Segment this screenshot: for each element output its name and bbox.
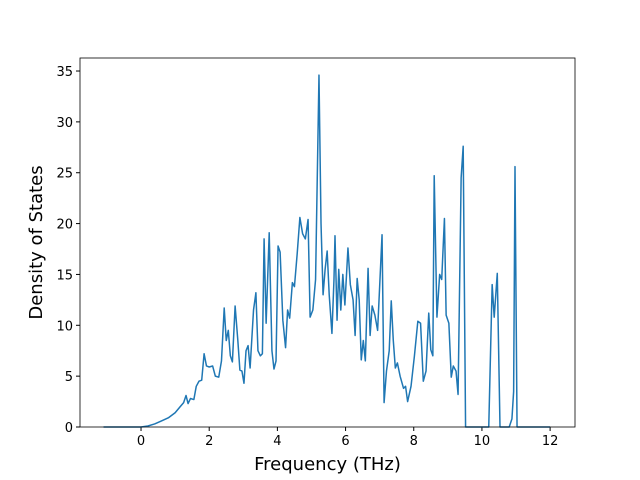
x-tick-label: 12 bbox=[542, 434, 559, 449]
y-tick-label: 15 bbox=[56, 268, 73, 283]
x-tick-label: 6 bbox=[341, 434, 349, 449]
y-tick-label: 10 bbox=[56, 319, 73, 334]
x-tick-label: 10 bbox=[474, 434, 491, 449]
y-tick-label: 30 bbox=[56, 116, 73, 131]
y-tick-label: 5 bbox=[65, 370, 73, 385]
y-tick-label: 25 bbox=[56, 167, 73, 182]
y-tick-label: 35 bbox=[56, 65, 73, 80]
y-axis-label: Density of States bbox=[26, 165, 47, 319]
y-tick-label: 0 bbox=[65, 421, 73, 436]
x-tick-label: 4 bbox=[273, 434, 281, 449]
plot-frame bbox=[79, 57, 576, 428]
x-tick-label: 0 bbox=[137, 434, 145, 449]
x-tick-label: 8 bbox=[410, 434, 418, 449]
x-axis-label: Frequency (THz) bbox=[254, 454, 401, 475]
line-series bbox=[103, 74, 551, 428]
x-tick-label: 2 bbox=[205, 434, 213, 449]
y-tick-label: 20 bbox=[56, 218, 73, 233]
